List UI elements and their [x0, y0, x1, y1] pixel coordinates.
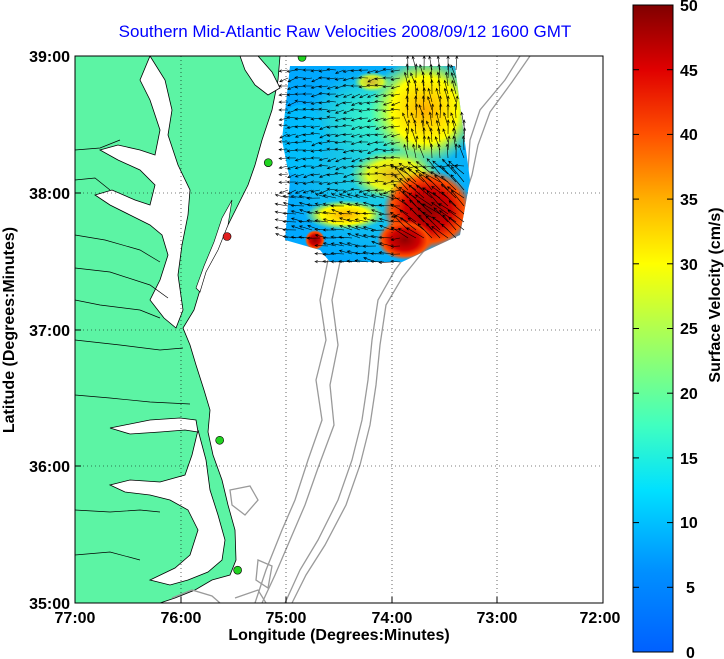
- colorbar-tick-label: 50: [680, 0, 698, 15]
- colorbar-tick-labels: 50 45 40 35 30 25 20 15 10 5 0: [680, 0, 698, 659]
- colorbar-tick-label: 30: [680, 257, 698, 274]
- colorbar-tick-label: 0: [686, 645, 695, 659]
- station-marker-red: [222, 232, 232, 241]
- colorbar-tick-label: 35: [680, 192, 698, 209]
- isobaths: [171, 56, 531, 603]
- y-tick-label: 38:00: [29, 186, 70, 203]
- x-tick-label: 77:00: [55, 610, 96, 627]
- colorbar-tick-label: 10: [680, 515, 698, 532]
- colorbar: [632, 4, 674, 653]
- x-tick-label: 72:00: [580, 610, 621, 627]
- pamlico-sound: [108, 429, 226, 586]
- colorbar-ticks: [633, 4, 673, 653]
- x-tick-label: 73:00: [477, 610, 518, 627]
- x-tick-label: 74:00: [372, 610, 413, 627]
- colorbar-tick-label: 25: [680, 321, 698, 338]
- y-tick-label: 39:00: [29, 49, 70, 66]
- axis-ticks: [75, 192, 498, 603]
- y-tick-labels: 39:00 38:00 37:00 36:00 35:00: [29, 49, 70, 613]
- x-tick-label: 75:00: [266, 610, 307, 627]
- x-tick-label: 76:00: [161, 610, 202, 627]
- land-mass: [75, 56, 281, 603]
- delaware-bay: [239, 56, 281, 96]
- y-axis-label: Latitude (Degrees:Minutes): [1, 227, 18, 433]
- colorbar-tick-label: 45: [680, 63, 698, 80]
- station-markers: [215, 56, 307, 575]
- albemarle-sound: [109, 417, 199, 435]
- rivers: [75, 139, 191, 561]
- x-tick-labels: 77:00 76:00 75:00 74:00 73:00 72:00: [55, 610, 621, 627]
- station-marker-green: [263, 158, 273, 167]
- grid-lines: [75, 56, 603, 603]
- colorbar-label: Surface Velocity (cm/s): [707, 207, 724, 382]
- x-axis-label: Longitude (Degrees:Minutes): [228, 627, 449, 644]
- velocity-arrows: [274, 56, 467, 264]
- y-tick-label: 36:00: [29, 459, 70, 476]
- velocity-field: [282, 66, 470, 262]
- chart-title: Southern Mid-Atlantic Raw Velocities 200…: [118, 22, 572, 41]
- chesapeake-bay: [94, 56, 191, 329]
- station-marker-green: [233, 565, 242, 575]
- colorbar-tick-label: 20: [680, 386, 698, 403]
- y-tick-label: 35:00: [29, 596, 70, 613]
- station-marker-green: [297, 56, 307, 62]
- colorbar-tick-label: 5: [686, 580, 695, 597]
- colorbar-tick-label: 40: [680, 127, 698, 144]
- y-tick-label: 37:00: [29, 323, 70, 340]
- colorbar-tick-label: 15: [680, 451, 698, 468]
- station-marker-green: [215, 435, 224, 445]
